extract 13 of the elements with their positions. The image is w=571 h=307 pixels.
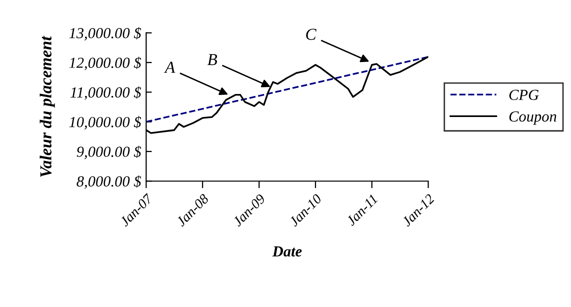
y-tick-label: 8,000.00 $	[76, 175, 142, 189]
annotation: A	[164, 62, 176, 73]
y-tick-label: 13,000.00 $	[69, 27, 142, 40]
annotation: C	[306, 28, 316, 40]
annotation: B	[207, 54, 218, 66]
y-tick-label: 11,000.00 $	[70, 86, 142, 100]
legend-label: Coupon	[509, 111, 556, 125]
legend-label: CPG	[509, 90, 539, 100]
y-axis-title: Valeur du placement	[40, 36, 55, 177]
x-axis-title: Date	[272, 246, 302, 257]
y-tick-label: 10,000.00 $	[69, 116, 142, 130]
y-tick-label: 12,000.00 $	[69, 56, 142, 70]
y-tick-label: 9,000.00 $	[76, 146, 142, 160]
